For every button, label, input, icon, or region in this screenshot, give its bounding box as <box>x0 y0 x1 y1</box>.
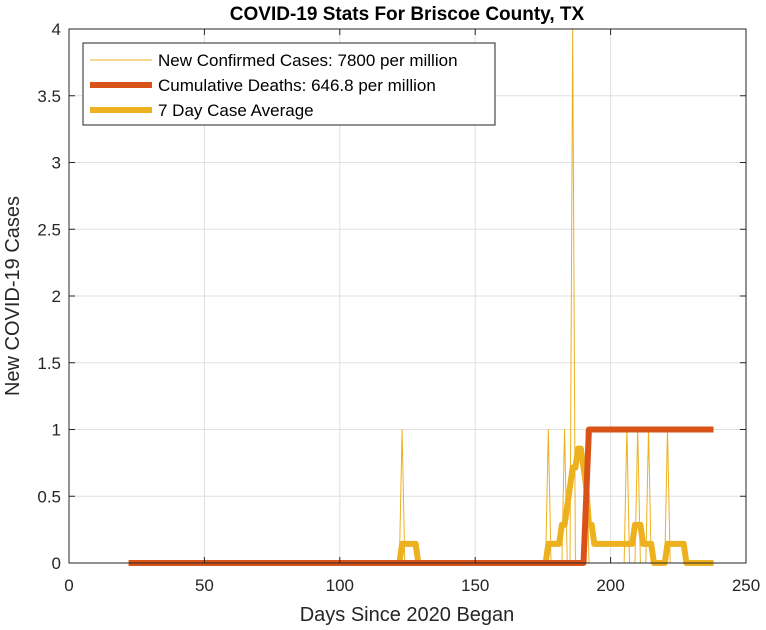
y-tick-label: 2.5 <box>37 220 61 239</box>
y-tick-labels: 0 0.5 1 1.5 2 2.5 3 3.5 4 <box>37 20 61 573</box>
x-tick-label: 150 <box>461 576 489 595</box>
y-tick-label: 1 <box>52 421 61 440</box>
x-tick-label: 50 <box>195 576 214 595</box>
tick-marks <box>68 28 747 564</box>
legend-label: Cumulative Deaths: 646.8 per million <box>158 76 436 95</box>
y-tick-label: 3 <box>52 154 61 173</box>
x-tick-label: 200 <box>596 576 624 595</box>
x-tick-label: 100 <box>326 576 354 595</box>
x-tick-label: 250 <box>732 576 760 595</box>
y-tick-label: 1.5 <box>37 354 61 373</box>
legend-label: 7 Day Case Average <box>158 101 314 120</box>
y-tick-label: 3.5 <box>37 87 61 106</box>
legend: New Confirmed Cases: 7800 per million Cum… <box>82 42 496 126</box>
legend-items: New Confirmed Cases: 7800 per million Cum… <box>90 51 458 120</box>
x-axis-label: Days Since 2020 Began <box>300 604 515 626</box>
y-tick-label: 0.5 <box>37 487 61 506</box>
y-axis-label: New COVID-19 Cases <box>2 196 24 396</box>
y-tick-label: 4 <box>52 20 61 39</box>
y-tick-label: 0 <box>52 554 61 573</box>
x-tick-labels: 0 50 100 150 200 250 <box>64 576 760 595</box>
y-tick-label: 2 <box>52 287 61 306</box>
chart-title: COVID-19 Stats For Briscoe County, TX <box>230 4 585 25</box>
x-tick-label: 0 <box>64 576 73 595</box>
legend-label: New Confirmed Cases: 7800 per million <box>158 51 458 70</box>
